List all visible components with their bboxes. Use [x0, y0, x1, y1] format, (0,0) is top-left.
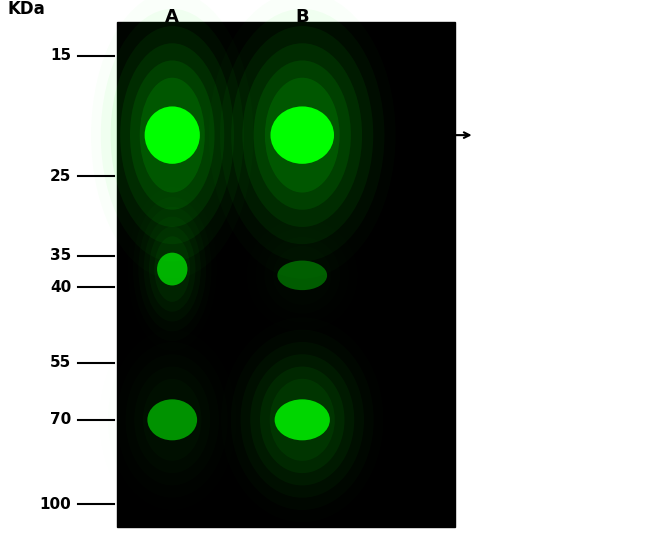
Ellipse shape — [270, 106, 334, 164]
Ellipse shape — [242, 43, 362, 227]
Ellipse shape — [120, 43, 224, 227]
Ellipse shape — [140, 78, 205, 193]
Ellipse shape — [270, 379, 335, 461]
Text: KDa: KDa — [7, 0, 45, 18]
Text: 40: 40 — [50, 280, 72, 295]
Ellipse shape — [157, 252, 187, 286]
FancyBboxPatch shape — [117, 22, 455, 527]
Text: 70: 70 — [50, 412, 72, 427]
Ellipse shape — [144, 106, 200, 164]
Ellipse shape — [265, 78, 339, 193]
Text: 15: 15 — [51, 48, 72, 63]
Ellipse shape — [231, 26, 373, 244]
Text: 100: 100 — [40, 497, 72, 512]
Ellipse shape — [274, 399, 330, 440]
Ellipse shape — [260, 367, 344, 473]
Text: A: A — [165, 8, 179, 26]
Ellipse shape — [254, 60, 351, 210]
Text: 25: 25 — [50, 169, 72, 184]
Ellipse shape — [111, 26, 234, 244]
Ellipse shape — [130, 60, 214, 210]
Text: B: B — [296, 8, 309, 26]
Ellipse shape — [148, 399, 197, 440]
Text: 55: 55 — [50, 355, 72, 370]
Text: 35: 35 — [50, 248, 72, 263]
Ellipse shape — [278, 261, 327, 290]
